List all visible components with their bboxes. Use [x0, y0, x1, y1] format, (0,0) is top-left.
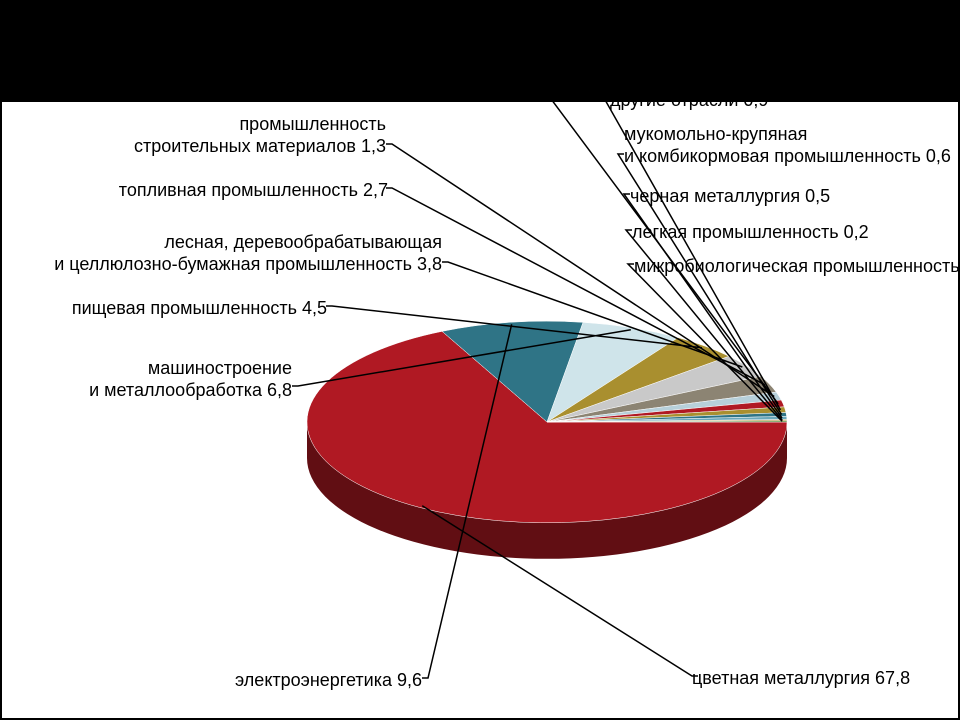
slice-label: черная металлургия 0,5: [630, 186, 830, 208]
slice-label: легкая промышленность 0,2: [632, 222, 869, 244]
slice-label: химическая и нефтехимическаяпромышленнос…: [522, 28, 790, 71]
slice-label: топливная промышленность 2,7: [119, 180, 388, 202]
slice-label: машиностроениеи металлообработка 6,8: [89, 358, 292, 401]
slice-label: лесная, деревообрабатывающаяи целлюлозно…: [54, 232, 442, 275]
slice-label: пищевая промышленность 4,5: [72, 298, 327, 320]
slice-label: цветная металлургия 67,8: [692, 668, 910, 690]
slice-label: мукомольно-крупянаяи комбикормовая промы…: [624, 124, 951, 167]
slice-label: электроэнергетика 9,6: [235, 670, 422, 692]
slice-label: микробиологическая промышленность 0,2: [634, 256, 960, 278]
slice-label: другие отрасли 0,9: [610, 90, 768, 112]
slice-label: промышленностьстроительных материалов 1,…: [134, 114, 386, 157]
chart-frame: цветная металлургия 67,8 электроэнергетик…: [0, 0, 960, 720]
